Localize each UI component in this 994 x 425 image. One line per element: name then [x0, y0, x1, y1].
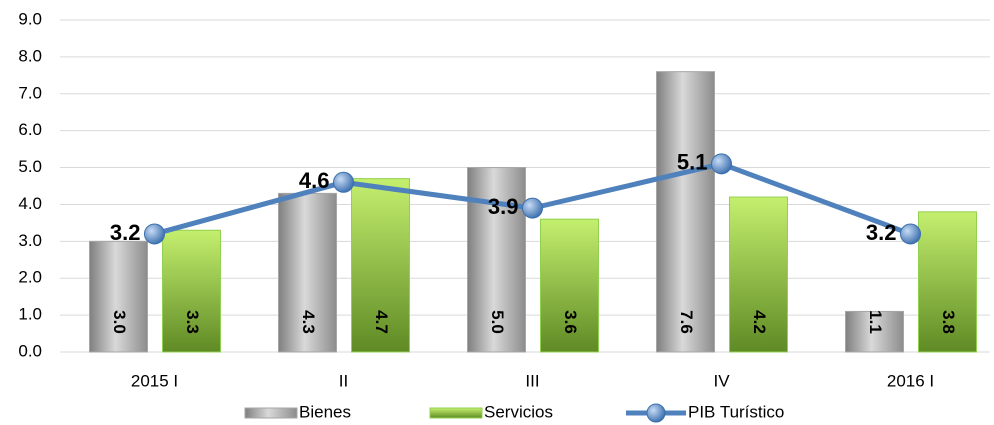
bar-value-label: 3.0 [110, 310, 129, 334]
y-tick-label: 1.0 [18, 305, 42, 324]
y-tick-label: 3.0 [18, 231, 42, 250]
line-value-label: 4.6 [299, 168, 330, 193]
bar [162, 229, 221, 353]
bar-value-label: 3.6 [561, 310, 580, 334]
bar [918, 211, 977, 353]
x-tick-label: II [339, 371, 348, 390]
y-tick-label: 0.0 [18, 341, 42, 360]
y-tick-label: 5.0 [18, 157, 42, 176]
line-marker [144, 223, 165, 245]
line-marker [900, 223, 921, 245]
bar [729, 196, 788, 353]
line-value-label: 3.2 [110, 220, 141, 245]
bar [351, 178, 410, 353]
legend-swatch [244, 407, 298, 419]
bar-value-label: 3.3 [183, 310, 202, 334]
bar-value-label: 5.0 [488, 310, 507, 334]
line-marker [711, 153, 732, 175]
bar-value-label: 4.2 [750, 310, 769, 334]
bar-value-label: 7.6 [677, 310, 696, 334]
bar [89, 240, 148, 353]
y-tick-label: 2.0 [18, 268, 42, 287]
y-tick-label: 6.0 [18, 120, 42, 139]
bar [656, 71, 715, 353]
bar-value-label: 3.8 [939, 310, 958, 334]
x-tick-label: III [525, 371, 539, 390]
legend-label: Bienes [299, 402, 351, 421]
line-marker [333, 171, 354, 193]
line-marker [522, 197, 543, 219]
line-value-label: 3.2 [866, 220, 897, 245]
bar [540, 218, 599, 353]
y-tick-label: 4.0 [18, 194, 42, 213]
bar-value-label: 4.7 [372, 310, 391, 334]
legend-swatch [429, 407, 483, 419]
line-value-label: 5.1 [677, 150, 708, 175]
legend-label: PIB Turístico [688, 402, 784, 421]
x-tick-label: 2015 I [131, 371, 178, 390]
bar [845, 310, 904, 353]
y-tick-label: 9.0 [18, 9, 42, 28]
y-tick-label: 8.0 [18, 46, 42, 65]
y-tick-label: 7.0 [18, 83, 42, 102]
bar-value-label: 1.1 [866, 310, 885, 334]
line-value-label: 3.9 [488, 194, 519, 219]
x-tick-label: IV [713, 371, 730, 390]
bar-value-label: 4.3 [299, 310, 318, 334]
legend-swatch [646, 403, 666, 423]
x-tick-label: 2016 I [887, 371, 934, 390]
legend-label: Servicios [484, 402, 553, 421]
